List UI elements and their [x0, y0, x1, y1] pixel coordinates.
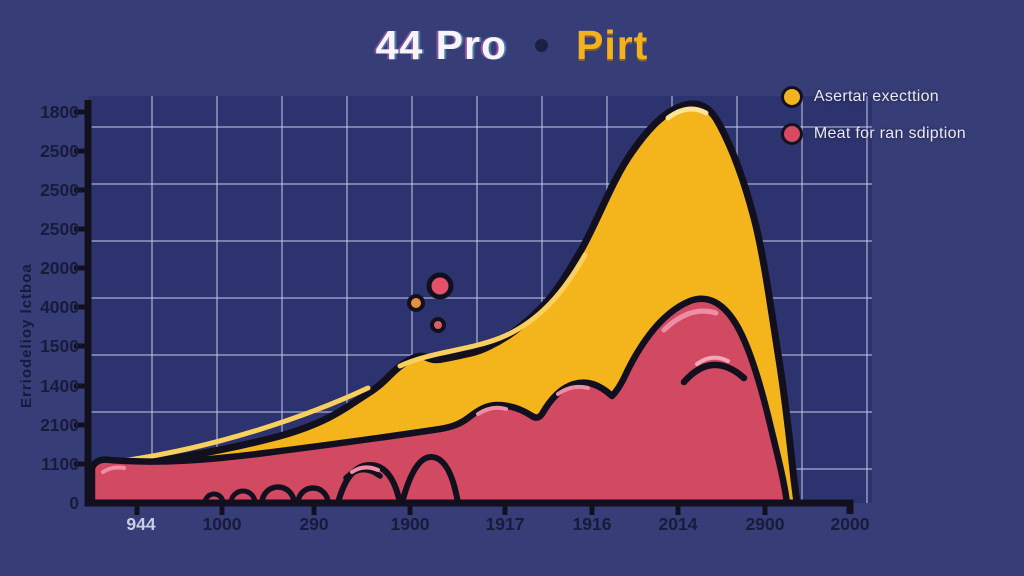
red-highlight-mound-2: [556, 384, 590, 396]
x-tick-label: 2014: [659, 514, 698, 534]
yellow-highlight-2: [397, 252, 588, 369]
legend-item-red: Meat for ran sdiption: [780, 123, 966, 145]
y-tick-label: 1100: [41, 454, 79, 474]
y-axis-tick-labels: 1800 2500 2500 2500 2000 4000 1500 1400 …: [40, 102, 79, 513]
axis-lines: [84, 100, 854, 514]
y-tick-label: 1500: [40, 336, 79, 356]
red-highlight-eyebrow: [695, 355, 730, 366]
yellow-highlight-peak: [665, 106, 709, 121]
red-highlight-mound-1: [476, 405, 508, 416]
red-highlight-mound-3: [661, 308, 719, 333]
x-tick-label: 1916: [573, 514, 612, 534]
y-tick-label: 2500: [40, 141, 79, 161]
y-tick-label: 2500: [40, 219, 79, 239]
x-tick-label: 1000: [203, 514, 242, 534]
red-highlight-lump: [350, 465, 380, 474]
y-tick-label: 4000: [40, 297, 79, 317]
x-tick-label: 944: [126, 514, 155, 534]
x-axis-tick-labels: 944 1000 290 1900 1917 1916 2014 2900 20…: [126, 514, 869, 534]
y-tick-label: 2100: [40, 415, 79, 435]
y-tick-label: 1800: [40, 102, 79, 122]
eyebrow-arc-right: [680, 361, 748, 386]
y-axis-title: Erriodelioy lctboa: [18, 263, 35, 408]
area-red-series: [88, 295, 791, 507]
y-tick-label: 0: [69, 493, 79, 513]
x-tick-label: 2000: [831, 514, 870, 534]
accent-dot-orange: [407, 294, 425, 312]
legend-label-yellow: Asertar execttion: [813, 88, 939, 105]
legend: Asertar execttion Meat for ran sdiption: [780, 86, 966, 145]
y-tick-label: 2500: [40, 180, 79, 200]
red-lump-6: [398, 453, 462, 506]
y-tick-label: 2000: [40, 258, 79, 278]
yellow-highlight-1: [119, 385, 371, 464]
legend-item-yellow: Asertar execttion: [780, 86, 966, 108]
legend-swatch-yellow-icon: [780, 86, 803, 108]
legend-swatch-red-icon: [780, 123, 803, 145]
x-tick-label: 1900: [391, 514, 430, 534]
red-highlight-cap: [101, 465, 126, 474]
y-tick-label: 1400: [40, 376, 79, 396]
x-tick-label: 2900: [746, 514, 785, 534]
x-tick-label: 1917: [486, 514, 525, 534]
x-tick-label: 290: [299, 514, 328, 534]
legend-label-red: Meat for ran sdiption: [813, 125, 966, 142]
accent-dot-small-red: [430, 317, 446, 333]
y-axis-ticks: [74, 109, 88, 467]
accent-dot-large-red: [426, 272, 454, 300]
red-lump-3: [259, 484, 297, 506]
x-axis-ticks: [134, 503, 768, 515]
